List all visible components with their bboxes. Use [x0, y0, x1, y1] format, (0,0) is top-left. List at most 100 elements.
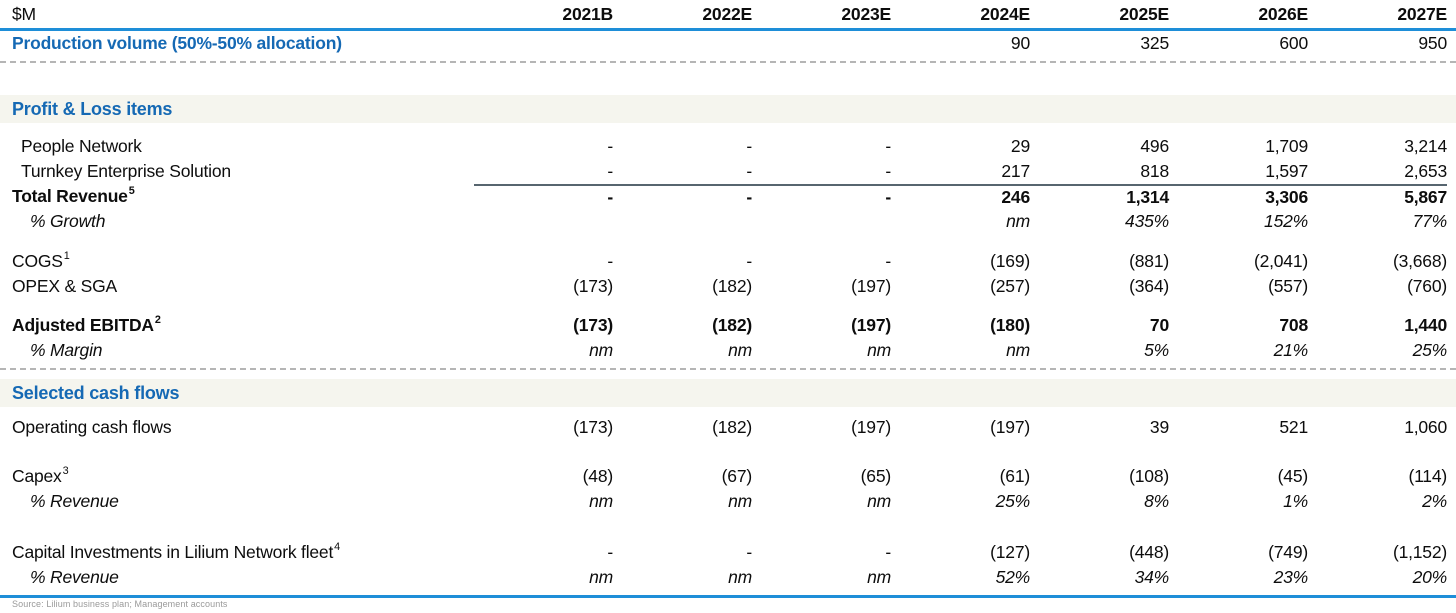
column-header-2022e: 2022E [702, 3, 752, 24]
value-cell [474, 209, 613, 233]
value-cell: 217 [1001, 161, 1030, 181]
spacer [0, 407, 1456, 415]
value-cell: - [885, 251, 891, 271]
spacer [0, 63, 1456, 95]
value-cell: - [746, 251, 752, 271]
spacer [0, 299, 1456, 313]
value-cell: 34% [1134, 566, 1170, 587]
value-cell: - [746, 161, 752, 181]
value-cell: 70 [1149, 315, 1169, 335]
value-cell: (180) [990, 315, 1030, 335]
column-header-2021b: 2021B [562, 3, 613, 24]
value-cell: 23% [1273, 566, 1309, 587]
value-cell: 52% [995, 566, 1031, 587]
value-cell [474, 31, 613, 56]
value-cell: nm [1006, 339, 1030, 360]
bottom-blue-rule [0, 595, 1456, 598]
value-cell: - [752, 184, 891, 209]
row-capex-percent-revenue: % Revenue nm nm nm 25% 8% 1% 2% [0, 489, 1456, 513]
value-cell: 3,214 [1404, 136, 1447, 156]
row-percent-margin: % Margin nm nm nm nm 5% 21% 25% [0, 338, 1456, 362]
value-cell: (1,152) [1392, 542, 1447, 562]
value-cell: 25% [995, 490, 1031, 511]
row-production-volume: Production volume (50%-50% allocation) 90… [0, 31, 1456, 56]
value-cell: - [746, 542, 752, 562]
spacer [0, 370, 1456, 379]
row-label: COGS 1 [12, 249, 70, 271]
value-cell: 2% [1422, 490, 1447, 511]
row-capital-investments-fleet: Capital Investments in Lilium Network fl… [0, 540, 1456, 565]
value-cell: - [607, 161, 613, 181]
unit-label: $M [12, 3, 36, 24]
value-cell: 496 [1140, 136, 1169, 156]
value-cell: nm [867, 566, 891, 587]
row-label: Production volume (50%-50% allocation) [12, 33, 342, 53]
row-label: OPEX & SGA [12, 276, 117, 296]
value-cell: (114) [1408, 466, 1447, 486]
column-header-2024e: 2024E [980, 3, 1030, 24]
value-cell [613, 209, 752, 233]
value-cell: (45) [1277, 466, 1309, 486]
value-cell: (127) [990, 542, 1030, 562]
value-cell: 20% [1412, 566, 1448, 587]
row-percent-growth: % Growth nm 435% 152% 77% [0, 209, 1456, 233]
value-cell: 90 [1010, 33, 1030, 53]
row-label: People Network [21, 136, 142, 156]
value-cell [752, 209, 891, 233]
value-cell: 5% [1144, 339, 1169, 360]
row-label: Turnkey Enterprise Solution [21, 161, 231, 181]
value-cell: 246 [891, 184, 1030, 209]
value-cell: 3,306 [1169, 184, 1308, 209]
value-cell: 77% [1412, 210, 1448, 231]
source-note: Source: Lilium business plan; Management… [12, 599, 228, 609]
value-cell: (448) [1129, 542, 1169, 562]
value-cell: (197) [851, 315, 891, 335]
row-label: Total Revenue 5 [12, 184, 135, 206]
value-cell: nm [728, 339, 752, 360]
section-header-profit-loss: Profit & Loss items [0, 95, 1456, 123]
spacer [0, 440, 1456, 464]
value-cell: (749) [1268, 542, 1308, 562]
value-cell: (182) [712, 417, 752, 437]
value-cell: - [607, 542, 613, 562]
value-cell: nm [867, 490, 891, 511]
row-capinv-percent-revenue: % Revenue nm nm nm 52% 34% 23% 20% [0, 565, 1456, 589]
value-cell: (760) [1407, 276, 1447, 296]
value-cell: (173) [573, 315, 613, 335]
dashed-divider [0, 61, 1456, 63]
row-label: % Revenue [30, 490, 119, 511]
value-cell: - [607, 136, 613, 156]
value-cell: nm [1006, 210, 1030, 231]
value-cell: nm [728, 490, 752, 511]
spacer [0, 123, 1456, 134]
row-capex: Capex 3 (48) (67) (65) (61) (108) (45) (114) [0, 464, 1456, 489]
table-header-row: $M 2021B 2022E 2023E 2024E 2025E 2026E 2027E [0, 0, 1456, 31]
value-cell: 29 [1010, 136, 1030, 156]
value-cell: 25% [1412, 339, 1448, 360]
value-cell: 1,597 [1265, 161, 1308, 181]
value-cell: - [885, 136, 891, 156]
value-cell: - [607, 251, 613, 271]
value-cell: 21% [1273, 339, 1309, 360]
row-label: Operating cash flows [12, 417, 172, 437]
value-cell: (197) [851, 417, 891, 437]
value-cell: (173) [573, 417, 613, 437]
column-header-2023e: 2023E [841, 3, 891, 24]
row-opex-sga: OPEX & SGA (173) (182) (197) (257) (364) (557)… [0, 274, 1456, 299]
value-cell: (3,668) [1392, 251, 1447, 271]
value-cell: 1,709 [1265, 136, 1308, 156]
row-cogs: COGS 1 - - - (169) (881) (2,041) (3,668) [0, 249, 1456, 274]
row-label: % Revenue [30, 566, 119, 587]
value-cell: 708 [1279, 315, 1308, 335]
value-cell: (557) [1268, 276, 1308, 296]
row-turnkey-enterprise-solution: Turnkey Enterprise Solution - - - 217 818 1,59… [0, 159, 1456, 184]
value-cell [752, 31, 891, 56]
value-cell: 818 [1140, 161, 1169, 181]
value-cell: - [885, 542, 891, 562]
value-cell: (197) [990, 417, 1030, 437]
value-cell: - [885, 161, 891, 181]
value-cell: 5,867 [1308, 184, 1447, 209]
value-cell: 600 [1279, 33, 1308, 53]
value-cell: (108) [1129, 466, 1169, 486]
